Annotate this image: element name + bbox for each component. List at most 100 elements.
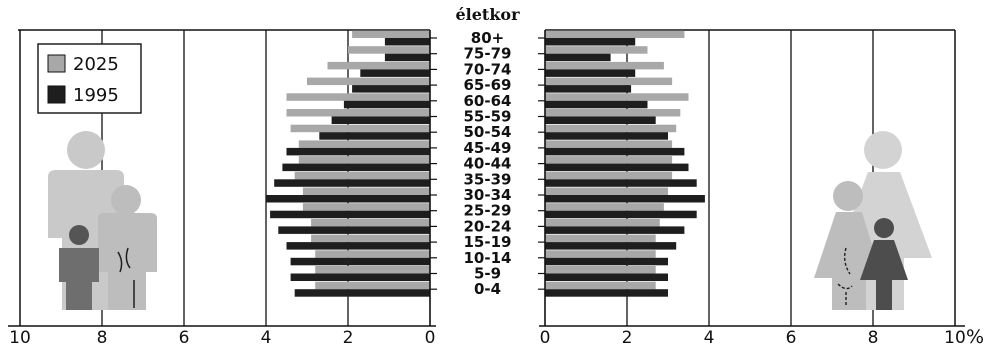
bar-left-2025 [298, 156, 430, 164]
bar-right-2025 [545, 281, 656, 290]
bar-right-1995 [545, 132, 668, 140]
bar-right-1995 [545, 85, 632, 93]
age-group-label: 60-64 [464, 92, 512, 110]
x-tick-label-right: 6 [786, 328, 797, 347]
bar-left-2025 [315, 281, 430, 290]
bar-left-1995 [319, 132, 430, 140]
labels: 80+75-7970-7465-6960-6455-5950-5445-4940… [9, 5, 984, 347]
bar-left-1995 [282, 163, 430, 172]
bar-left-2025 [286, 109, 430, 117]
bar-left-1995 [294, 289, 430, 297]
bar-left-2025 [294, 171, 430, 180]
age-group-label: 5-9 [474, 265, 501, 283]
bar-left-2025 [298, 140, 430, 148]
bar-left-1995 [286, 147, 430, 156]
bar-right-1995 [545, 100, 648, 109]
age-group-label: 50-54 [464, 123, 512, 141]
bar-left-1995 [274, 179, 430, 187]
bar-right-2025 [545, 234, 656, 243]
legend-swatch-2025 [47, 54, 66, 73]
age-group-label: 0-4 [474, 280, 501, 298]
bar-left-1995 [360, 69, 430, 77]
x-tick-label-left: 10 [9, 328, 31, 347]
bar-right-2025 [545, 156, 673, 164]
legend-swatch-1995 [47, 85, 66, 104]
bar-right-1995 [545, 147, 685, 156]
chart-title: életkor [455, 5, 520, 24]
bar-right-1995 [545, 53, 611, 62]
bar-left-2025 [348, 46, 430, 54]
x-tick-label-left: 4 [261, 328, 272, 347]
bar-left-1995 [384, 38, 430, 46]
bar-left-1995 [270, 210, 430, 219]
bar-right-2025 [545, 140, 673, 148]
bar-right-2025 [545, 250, 656, 258]
bar-left-2025 [315, 266, 430, 274]
x-tick-label-right: 10 [944, 328, 966, 347]
bar-left-1995 [343, 100, 430, 109]
bar-right-2025 [545, 266, 656, 274]
legend-label-2025: 2025 [73, 54, 119, 75]
bar-right-2025 [545, 93, 689, 101]
bar-left-2025 [311, 234, 430, 243]
x-tick-label-right: 2 [622, 328, 633, 347]
bar-left-1995 [278, 226, 430, 234]
bar-right-2025 [545, 124, 677, 133]
age-group-label: 10-14 [464, 249, 512, 267]
bar-right-2025 [545, 46, 648, 54]
age-group-label: 25-29 [464, 202, 512, 220]
axes [8, 30, 965, 327]
x-tick-label-left: 2 [343, 328, 354, 347]
age-group-label: 35-39 [464, 170, 512, 188]
age-group-label: 55-59 [464, 108, 512, 126]
bar-right-1995 [545, 69, 636, 77]
bar-left-1995 [290, 257, 430, 266]
bar-right-1995 [545, 273, 668, 281]
bar-right-1995 [545, 179, 697, 187]
bar-right-1995 [545, 38, 636, 46]
bar-left-1995 [286, 242, 430, 250]
bar-right-1995 [545, 163, 689, 172]
age-group-label: 45-49 [464, 139, 512, 157]
x-tick-label-right: 8 [868, 328, 879, 347]
bar-left-1995 [266, 195, 430, 203]
bar-right-2025 [545, 203, 664, 211]
bar-left-2025 [290, 124, 430, 133]
bar-right-2025 [545, 171, 673, 180]
bar-right-1995 [545, 226, 685, 234]
bar-left-1995 [384, 53, 430, 62]
bar-right-1995 [545, 289, 668, 297]
bar-right-2025 [545, 218, 660, 227]
bar-left-1995 [290, 273, 430, 281]
age-group-label: 65-69 [464, 76, 512, 94]
age-group-label: 40-44 [464, 155, 512, 173]
age-group-label: 80+ [471, 29, 504, 47]
bar-left-2025 [327, 61, 430, 70]
bar-left-2025 [307, 77, 430, 86]
bar-right-2025 [545, 61, 664, 70]
bar-right-1995 [545, 257, 668, 266]
age-group-label: 20-24 [464, 217, 512, 235]
age-group-label: 70-74 [464, 60, 512, 78]
bar-left-2025 [302, 203, 430, 211]
bar-left-2025 [286, 93, 430, 101]
female-family-icon [814, 131, 932, 310]
bar-right-2025 [545, 187, 668, 195]
male-family-icon [48, 131, 157, 310]
age-group-label: 15-19 [464, 233, 512, 251]
x-tick-label-right: 0 [540, 328, 551, 347]
x-tick-label-left: 0 [425, 328, 436, 347]
x-tick-label-left: 6 [179, 328, 190, 347]
bar-right-1995 [545, 116, 656, 124]
age-group-label: 30-34 [464, 186, 512, 204]
bar-right-2025 [545, 109, 681, 117]
bar-right-2025 [545, 30, 685, 38]
bar-right-2025 [545, 77, 673, 86]
legend-label-1995: 1995 [73, 85, 119, 106]
bars [266, 30, 705, 297]
x-tick-label-left: 8 [97, 328, 108, 347]
unit-label: % [966, 326, 984, 347]
age-group-label: 75-79 [464, 45, 512, 63]
family-icons [48, 131, 932, 310]
